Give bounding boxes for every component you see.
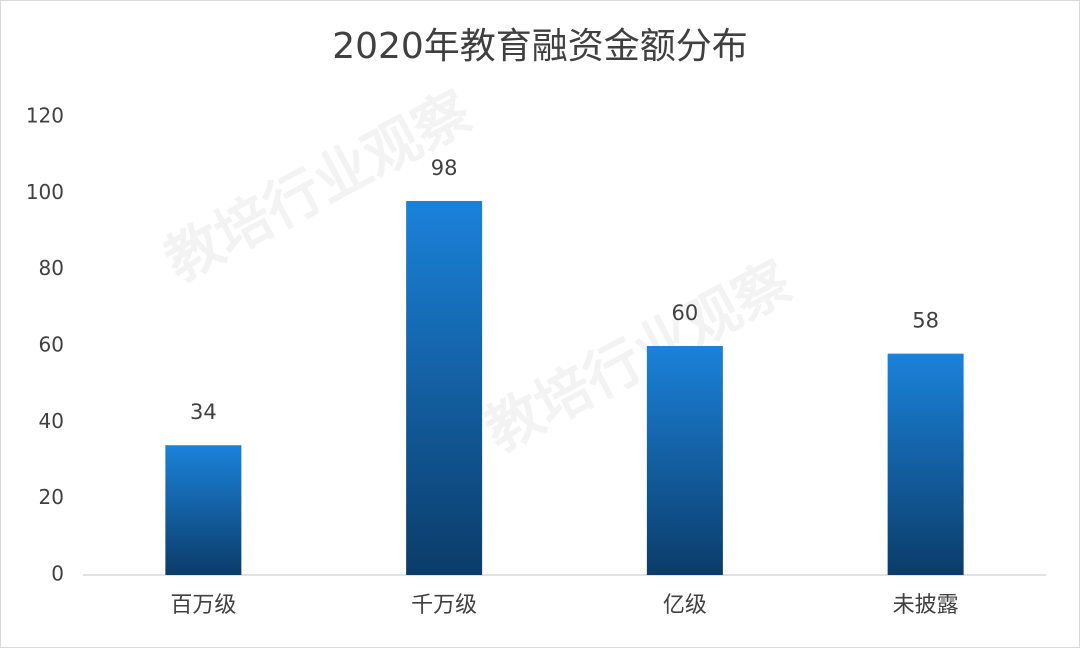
x-tick-label: 千万级 [411, 593, 477, 618]
y-tick-label: 120 [26, 104, 64, 128]
x-tick-label: 未披露 [893, 593, 959, 618]
data-label: 58 [912, 309, 939, 333]
bar [406, 200, 483, 575]
bar [887, 353, 964, 575]
x-tick-label: 亿级 [663, 593, 707, 618]
bar [165, 445, 242, 575]
bar [646, 346, 723, 575]
data-label: 60 [672, 301, 699, 325]
y-tick-label: 80 [39, 256, 64, 280]
data-label: 34 [190, 400, 217, 424]
data-label: 98 [431, 156, 458, 180]
y-tick-label: 40 [39, 409, 64, 433]
y-tick-label: 0 [51, 562, 64, 586]
chart-title: 2020年教育融资金额分布 [332, 26, 748, 67]
y-tick-label: 100 [26, 180, 64, 204]
y-tick-label: 60 [39, 333, 64, 357]
x-tick-label: 百万级 [170, 593, 236, 618]
y-tick-label: 20 [39, 485, 64, 509]
